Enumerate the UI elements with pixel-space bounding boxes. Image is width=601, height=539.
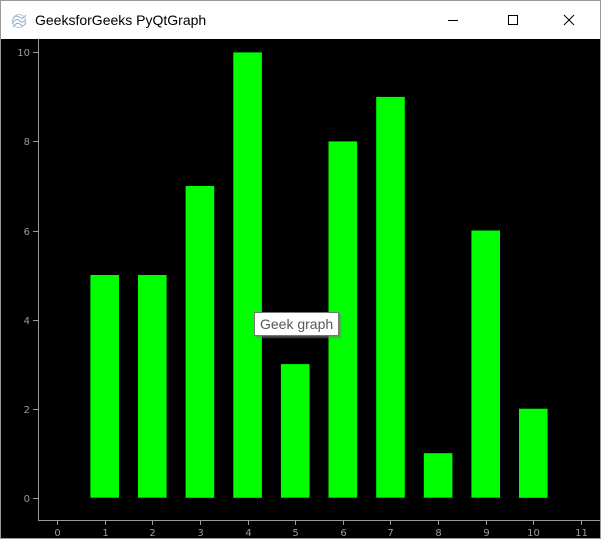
- bar: [423, 453, 453, 498]
- bar: [376, 96, 405, 498]
- bar: [138, 275, 167, 498]
- bar: [185, 186, 215, 498]
- x-tick-label: 6: [340, 528, 346, 538]
- pyqtgraph-icon: [10, 12, 28, 30]
- x-tick-label: 2: [149, 528, 155, 538]
- x-tick-label: 0: [54, 528, 60, 538]
- x-tick-label: 10: [527, 528, 540, 538]
- minimize-icon: [447, 14, 459, 26]
- x-tick-label: 3: [197, 528, 203, 538]
- close-icon: [563, 14, 575, 26]
- x-tick-label: 9: [483, 528, 489, 538]
- x-tick-label: 1: [102, 528, 108, 538]
- bar: [280, 364, 310, 498]
- y-tick-label: 0: [24, 494, 30, 505]
- bar: [90, 275, 119, 498]
- bar-chart[interactable]: 0 2 4 6 8 10 0 1 2 3 4 5 6 7 8 9 10 11: [1, 39, 600, 538]
- x-tick-label: 8: [435, 528, 441, 538]
- x-tick-label: 7: [387, 528, 393, 538]
- plot-area[interactable]: 0 2 4 6 8 10 0 1 2 3 4 5 6 7 8 9 10 11 Geek graph: [1, 39, 600, 538]
- minimize-button[interactable]: [430, 1, 476, 39]
- y-tick-label: 4: [24, 316, 30, 327]
- maximize-icon: [507, 14, 519, 26]
- x-tick-label: 5: [292, 528, 298, 538]
- bar: [519, 408, 548, 498]
- title-bar[interactable]: GeeksforGeeks PyQtGraph: [1, 1, 600, 39]
- bar: [471, 230, 500, 498]
- y-tick-label: 8: [24, 137, 30, 148]
- bar: [233, 52, 262, 498]
- y-tick-label: 2: [24, 405, 30, 416]
- y-tick-label: 6: [24, 227, 30, 238]
- tooltip: Geek graph: [254, 312, 340, 336]
- close-button[interactable]: [546, 1, 592, 39]
- x-tick-label: 11: [575, 528, 588, 538]
- window-title: GeeksforGeeks PyQtGraph: [35, 12, 207, 28]
- x-tick-label: 4: [245, 528, 251, 538]
- y-tick-label: 10: [17, 48, 30, 59]
- maximize-button[interactable]: [490, 1, 536, 39]
